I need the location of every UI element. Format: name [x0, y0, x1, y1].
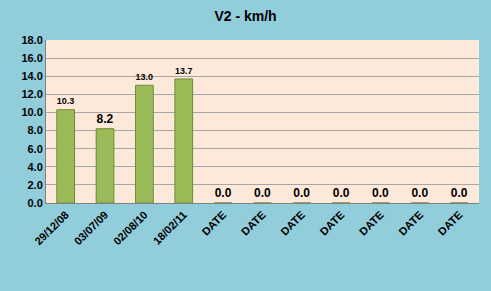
- svg-text:13.0: 13.0: [136, 72, 153, 82]
- svg-text:DATE: DATE: [436, 209, 465, 238]
- svg-text:8.0: 8.0: [28, 124, 43, 136]
- svg-text:16.0: 16.0: [21, 52, 42, 64]
- svg-text:6.0: 6.0: [28, 143, 43, 155]
- svg-text:DATE: DATE: [357, 209, 386, 238]
- svg-text:DATE: DATE: [278, 209, 307, 238]
- svg-text:DATE: DATE: [396, 209, 425, 238]
- svg-text:0.0: 0.0: [372, 186, 389, 200]
- svg-text:12.0: 12.0: [21, 88, 42, 100]
- svg-text:0.0: 0.0: [293, 186, 310, 200]
- svg-text:14.0: 14.0: [21, 70, 42, 82]
- svg-text:4.0: 4.0: [28, 161, 43, 173]
- svg-text:V2 - km/h: V2 - km/h: [214, 8, 276, 24]
- svg-text:29/12/08: 29/12/08: [32, 209, 71, 248]
- svg-text:0.0: 0.0: [451, 186, 468, 200]
- svg-text:0.0: 0.0: [28, 197, 43, 209]
- svg-text:DATE: DATE: [199, 209, 228, 238]
- svg-text:0.0: 0.0: [411, 186, 428, 200]
- svg-text:03/07/09: 03/07/09: [72, 209, 111, 248]
- svg-text:DATE: DATE: [239, 209, 268, 238]
- svg-text:8.2: 8.2: [97, 112, 114, 126]
- svg-text:10.0: 10.0: [21, 106, 42, 118]
- svg-text:13.7: 13.7: [175, 66, 192, 76]
- svg-text:18/02/11: 18/02/11: [151, 209, 189, 247]
- svg-text:10.3: 10.3: [57, 96, 74, 106]
- svg-text:DATE: DATE: [317, 209, 346, 238]
- svg-text:02/08/10: 02/08/10: [111, 209, 150, 248]
- svg-text:0.0: 0.0: [333, 186, 350, 200]
- svg-text:0.0: 0.0: [215, 186, 232, 200]
- svg-text:18.0: 18.0: [21, 34, 42, 46]
- svg-text:2.0: 2.0: [28, 179, 43, 191]
- svg-text:0.0: 0.0: [254, 186, 271, 200]
